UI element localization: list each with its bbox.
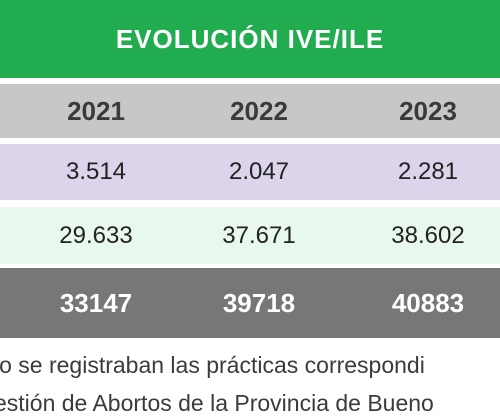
total-value: 40883	[391, 287, 465, 318]
cell-value: 38.602	[391, 221, 465, 249]
total-value: 33147	[59, 287, 133, 318]
table-total-row: 33147 39718 40883	[0, 268, 500, 338]
table-title-bar: EVOLUCIÓN IVE/ILE	[0, 0, 500, 78]
table-cell: 3.514	[26, 144, 166, 200]
table-header-row: 2021 2022 2023	[0, 84, 500, 138]
header-year-2021: 2021	[67, 95, 125, 126]
cell-value: 3.514	[65, 158, 127, 185]
table-row: 3.514 2.047 2.281	[0, 144, 500, 200]
table-cell: 2.281	[358, 144, 498, 200]
footnote-line: estión de Abortos de la Provincia de Bue…	[0, 390, 434, 416]
table-cell: 29.633	[26, 207, 166, 264]
total-value: 39718	[222, 287, 296, 318]
cell-value: 2.047	[228, 158, 290, 185]
cell-value: 29.633	[59, 221, 133, 249]
header-year-2022: 2022	[230, 95, 288, 126]
header-cell-year: 2022	[189, 84, 329, 138]
table-row: 29.633 37.671 38.602	[0, 207, 500, 264]
table-cell: 38.602	[358, 207, 498, 264]
cell-value: 2.281	[397, 158, 459, 185]
header-cell-year: 2021	[26, 84, 166, 138]
footnote-line: lo se registraban las prácticas correspo…	[0, 352, 425, 378]
table-title: EVOLUCIÓN IVE/ILE	[115, 23, 385, 54]
cell-value: 37.671	[222, 221, 296, 249]
header-year-2023: 2023	[399, 95, 457, 126]
table-cell: 2.047	[189, 144, 329, 200]
total-cell: 33147	[26, 268, 166, 338]
total-cell: 40883	[358, 268, 498, 338]
table-cell: 37.671	[189, 207, 329, 264]
total-cell: 39718	[189, 268, 329, 338]
header-cell-year: 2023	[358, 84, 498, 138]
